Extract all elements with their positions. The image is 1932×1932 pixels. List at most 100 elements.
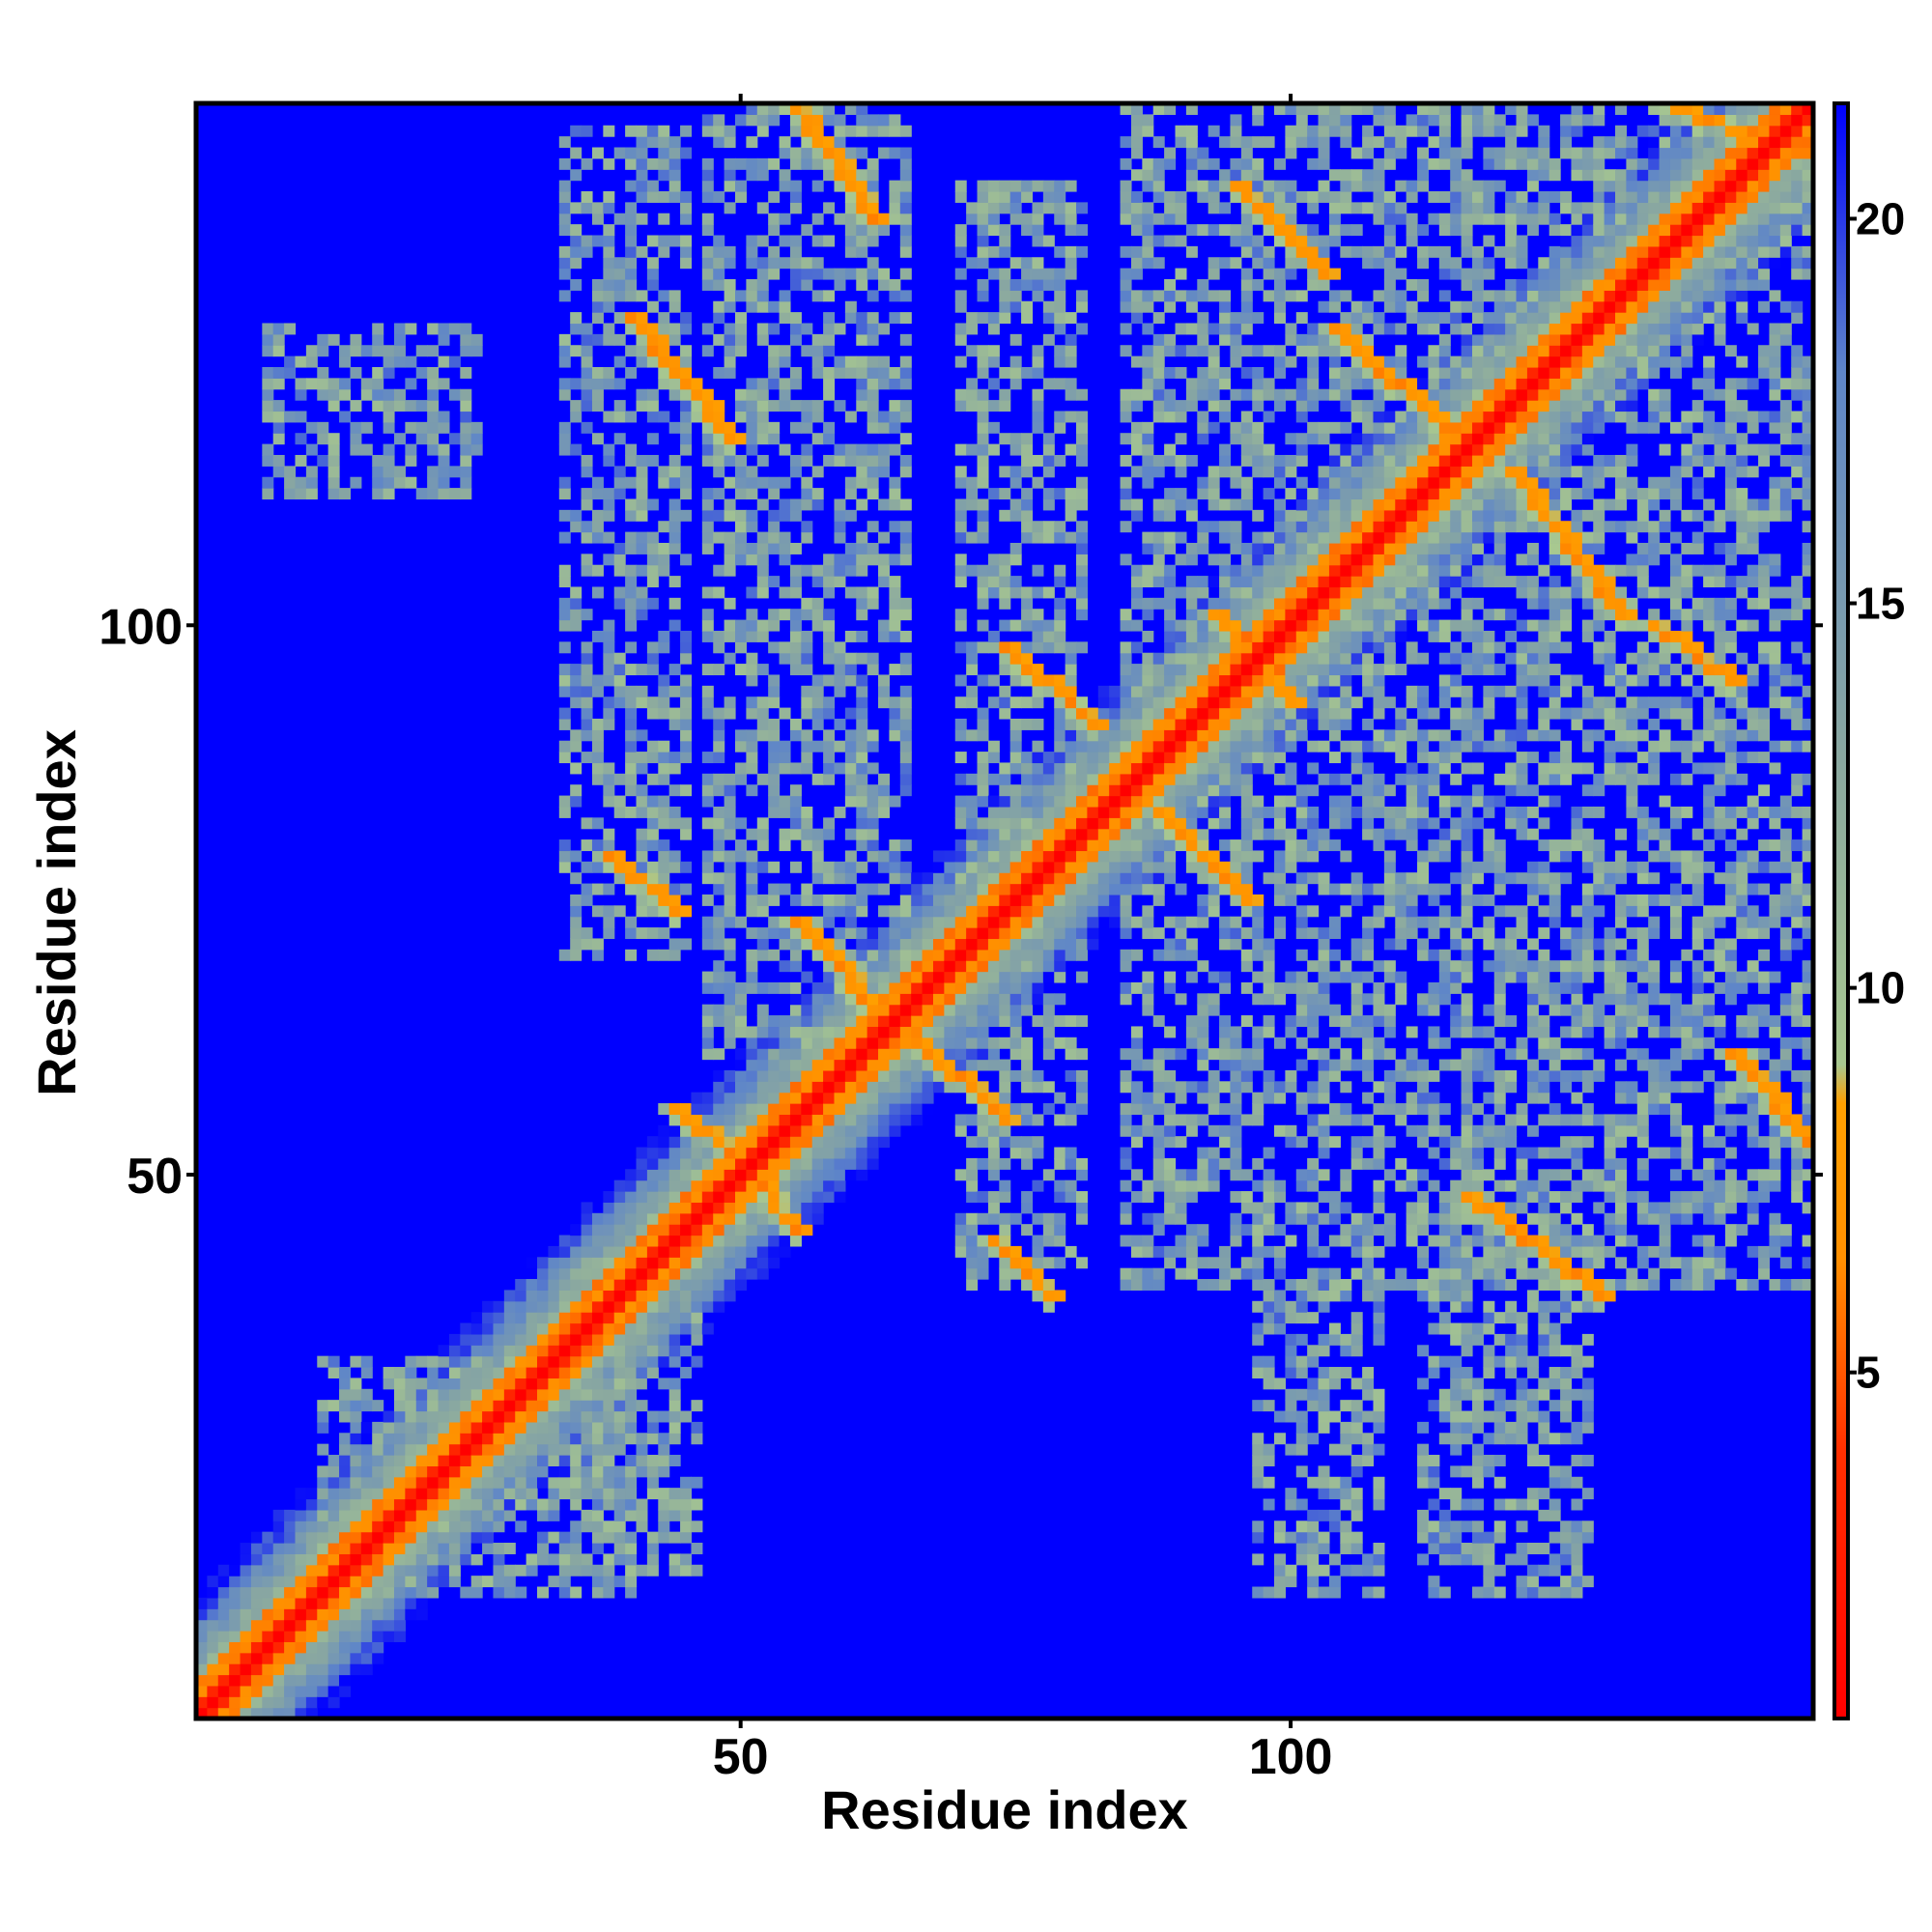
- heatmap-cell: [977, 927, 989, 940]
- heatmap-cell: [470, 1476, 483, 1489]
- heatmap-cell: [1230, 674, 1242, 687]
- heatmap-cell: [658, 213, 670, 225]
- heatmap-cell: [1032, 696, 1044, 709]
- heatmap-cell: [911, 971, 923, 983]
- heatmap-cell: [668, 1267, 681, 1280]
- heatmap-cell: [735, 1169, 747, 1181]
- heatmap-cell: [646, 333, 659, 346]
- heatmap-cell: [811, 466, 824, 478]
- heatmap-cell: [856, 388, 868, 401]
- heatmap-cell: [581, 1245, 593, 1258]
- heatmap-cell: [1252, 927, 1264, 940]
- heatmap-cell: [1032, 564, 1044, 577]
- heatmap-cell: [1219, 740, 1232, 753]
- heatmap-cell: [1021, 509, 1034, 522]
- heatmap-cell: [460, 476, 472, 489]
- heatmap-cell: [1021, 850, 1034, 863]
- heatmap-cell: [801, 1004, 813, 1016]
- heatmap-cell: [360, 1564, 373, 1577]
- heatmap-cell: [779, 1136, 791, 1149]
- heatmap-cell: [999, 762, 1011, 775]
- heatmap-cell: [548, 1300, 560, 1313]
- heatmap-cell: [811, 938, 824, 951]
- heatmap-cell: [856, 554, 868, 566]
- heatmap-cell: [823, 641, 836, 654]
- heatmap-cell: [482, 1465, 495, 1478]
- heatmap-cell: [1175, 773, 1187, 785]
- heatmap-cell: [768, 1081, 781, 1094]
- heatmap-cell: [1185, 707, 1198, 720]
- heatmap-cell: [856, 235, 868, 247]
- heatmap-cell: [1054, 454, 1066, 467]
- heatmap-cell: [603, 1388, 615, 1401]
- heatmap-cell: [613, 1476, 626, 1489]
- heatmap-cell: [636, 1400, 648, 1412]
- heatmap-cell: [1120, 1212, 1132, 1225]
- heatmap-cell: [1009, 213, 1022, 225]
- heatmap-cell: [503, 1465, 516, 1478]
- heatmap-cell: [856, 861, 868, 873]
- heatmap-cell: [1152, 312, 1165, 325]
- heatmap-cell: [801, 1157, 813, 1170]
- heatmap-cell: [801, 894, 813, 906]
- heatmap-cell: [1164, 718, 1177, 730]
- heatmap-cell: [746, 619, 758, 632]
- heatmap-cell: [966, 1245, 979, 1258]
- heatmap-cell: [834, 1169, 846, 1181]
- heatmap-cell: [999, 400, 1011, 412]
- heatmap-cell: [1240, 411, 1253, 423]
- heatmap-cell: [746, 1235, 758, 1247]
- heatmap-cell: [1152, 784, 1165, 797]
- heatmap-cell: [922, 905, 934, 918]
- heatmap-cell: [954, 817, 967, 830]
- heatmap-cell: [284, 1509, 297, 1521]
- heatmap-cell: [899, 224, 912, 237]
- heatmap-cell: [613, 1410, 626, 1423]
- heatmap-cell: [305, 1652, 318, 1664]
- heatmap-cell: [658, 883, 670, 895]
- heatmap-cell: [526, 1367, 538, 1378]
- heatmap-cell: [1185, 762, 1198, 775]
- heatmap-cell: [1076, 1202, 1089, 1214]
- heatmap-cell: [1240, 147, 1253, 159]
- heatmap-cell: [526, 1388, 538, 1401]
- heatmap-cell: [250, 1685, 263, 1697]
- heatmap-cell: [756, 421, 769, 434]
- heatmap-cell: [581, 1388, 593, 1401]
- heatmap-cell: [1175, 1048, 1187, 1061]
- heatmap-cell: [999, 466, 1011, 478]
- heatmap-cell: [999, 180, 1011, 192]
- heatmap-cell: [724, 619, 736, 632]
- heatmap-cell: [570, 278, 582, 291]
- heatmap-cell: [272, 466, 285, 478]
- heatmap-cell: [756, 773, 769, 785]
- heatmap-cell: [636, 1279, 648, 1291]
- heatmap-cell: [482, 1322, 495, 1335]
- heatmap-cell: [1054, 564, 1066, 577]
- heatmap-cell: [625, 1488, 638, 1500]
- heatmap-cell: [1208, 488, 1220, 500]
- heatmap-cell: [1065, 850, 1077, 863]
- heatmap-cell: [360, 1488, 373, 1500]
- heatmap-cell: [581, 1290, 593, 1302]
- heatmap-cell: [438, 443, 450, 456]
- heatmap-cell: [856, 103, 868, 115]
- heatmap-cell: [779, 257, 791, 270]
- heatmap-cell: [1130, 224, 1143, 237]
- heatmap-cell: [581, 323, 593, 335]
- heatmap-cell: [922, 1103, 934, 1116]
- heatmap-cell: [438, 333, 450, 346]
- heatmap-cell: [1230, 1169, 1242, 1181]
- heatmap-cell: [680, 378, 693, 390]
- heatmap-cell: [448, 1410, 461, 1423]
- heatmap-cell: [987, 938, 1000, 951]
- heatmap-cell: [724, 1257, 736, 1269]
- heatmap-cell: [756, 378, 769, 390]
- heatmap-cell: [977, 245, 989, 258]
- heatmap-cell: [383, 1421, 395, 1434]
- heatmap-cell: [735, 916, 747, 928]
- heatmap-cell: [1185, 509, 1198, 522]
- heatmap-cell: [1009, 1037, 1022, 1049]
- heatmap-cell: [680, 685, 693, 697]
- heatmap-cell: [327, 1696, 340, 1709]
